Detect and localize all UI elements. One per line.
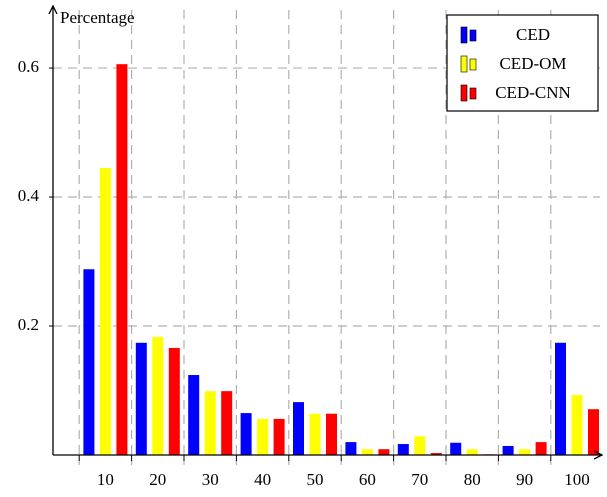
y-tick-label: 0.2 (18, 315, 39, 334)
x-tick-label: 10 (97, 470, 114, 489)
bar (293, 402, 304, 455)
bar (168, 347, 180, 455)
x-tick-label: 50 (307, 470, 324, 489)
bar (221, 391, 233, 455)
bar (502, 445, 514, 455)
y-tick-label: 0.4 (18, 186, 40, 205)
bar (116, 64, 128, 455)
x-tick-label: 70 (411, 470, 428, 489)
legend-swatch (469, 29, 477, 42)
bar (83, 269, 95, 455)
x-tick-label: 30 (202, 470, 219, 489)
bar (99, 168, 111, 455)
bar (571, 395, 583, 455)
x-tick-label: 100 (564, 470, 590, 489)
y-tick-label: 0.6 (18, 57, 39, 76)
bar (345, 442, 357, 455)
bar (450, 442, 462, 455)
legend-swatch (469, 87, 477, 100)
bar (152, 336, 164, 455)
legend-label: CED (516, 25, 550, 44)
bar (535, 442, 547, 455)
bar (555, 342, 566, 455)
bar (135, 342, 147, 455)
bar (204, 391, 216, 455)
x-tick-label: 80 (464, 470, 481, 489)
legend-swatch (460, 55, 468, 73)
bar (378, 449, 390, 455)
y-axis-label: Percentage (60, 8, 135, 27)
x-tick-label: 60 (359, 470, 376, 489)
bar (188, 375, 200, 455)
bar (430, 453, 442, 455)
legend-label: CED-OM (499, 54, 566, 73)
x-tick-label: 20 (149, 470, 166, 489)
x-tick-label: 40 (254, 470, 271, 489)
bar (414, 436, 426, 455)
bar (309, 413, 321, 455)
legend-swatch (460, 26, 468, 44)
bar (326, 413, 337, 455)
bar (397, 444, 409, 455)
legend-swatch (460, 84, 468, 102)
legend-swatch (469, 58, 477, 71)
bar (257, 418, 269, 455)
legend-label: CED-CNN (495, 83, 571, 102)
bar (588, 409, 599, 455)
bar (519, 449, 531, 455)
bar (466, 449, 478, 455)
bars (83, 64, 599, 455)
bar (361, 449, 373, 455)
x-tick-label: 90 (516, 470, 533, 489)
bar (273, 418, 285, 455)
bar (240, 413, 252, 455)
